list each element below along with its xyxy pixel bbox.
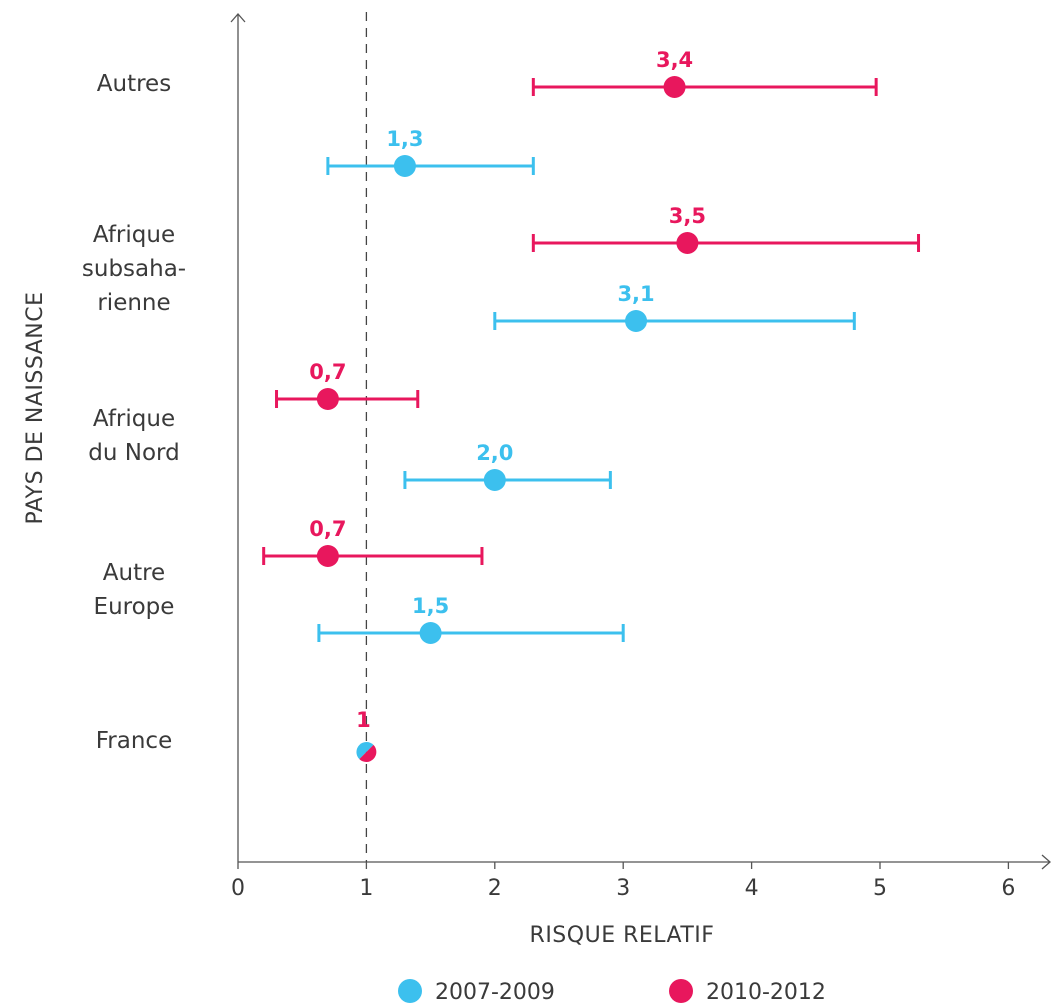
data-marks: 1,3 3,1 2,0 1,5 3,4 3,5 0,7 0,7 1	[262, 48, 921, 762]
data-label: 3,5	[669, 204, 706, 228]
data-point-group: 1,3	[326, 127, 535, 177]
data-label: 0,7	[309, 517, 346, 541]
x-tick-label: 3	[616, 876, 630, 901]
data-point-group: 2,0	[403, 441, 612, 491]
category-label: subsaha-	[82, 256, 186, 282]
data-point-group: 1,5	[317, 594, 625, 644]
category-label: Autres	[97, 71, 171, 97]
legend-marker	[669, 979, 693, 1003]
data-label: 3,1	[617, 282, 654, 306]
x-tick-label: 6	[1001, 876, 1015, 901]
data-label: 2,0	[476, 441, 513, 465]
data-point	[419, 622, 442, 644]
x-tick-label: 4	[745, 876, 759, 901]
category-label: France	[96, 728, 172, 754]
x-axis-title: RISQUE RELATIF	[530, 923, 715, 948]
data-point-group: 3,1	[493, 282, 856, 332]
reference-point-group: 1	[356, 708, 377, 762]
data-point-group: 0,7	[262, 517, 484, 567]
category-label: rienne	[97, 290, 170, 316]
reference-label: 1	[356, 708, 371, 732]
legend: 2007-2009 2010-2012	[398, 979, 826, 1004]
x-tick-label: 1	[359, 876, 373, 901]
data-point	[316, 545, 339, 567]
data-point	[625, 310, 648, 332]
x-axis-arrow	[1041, 854, 1051, 870]
data-label: 0,7	[309, 360, 346, 384]
data-point-group: 0,7	[275, 360, 420, 410]
data-label: 3,4	[656, 48, 693, 72]
data-point	[316, 388, 339, 410]
category-label: Afrique	[93, 222, 175, 248]
legend-marker	[398, 979, 422, 1003]
data-point	[676, 232, 699, 254]
data-label: 1,3	[386, 127, 423, 151]
category-labels: Autres Afrique subsaha-rienne Afrique du Nor…	[82, 71, 186, 754]
reference-point-half-2007	[356, 742, 374, 760]
y-axis-arrow	[230, 13, 246, 23]
data-point	[483, 469, 506, 491]
category-label: Afrique	[93, 406, 175, 432]
category-label: Europe	[94, 594, 175, 620]
reference-point-half-2010	[359, 744, 377, 762]
data-label: 1,5	[412, 594, 449, 618]
x-tick-label: 0	[231, 876, 245, 901]
legend-label: 2007-2009	[435, 980, 555, 1004]
category-label: du Nord	[88, 440, 179, 466]
axes: 0 1 2 3 4 5 6 RISQUE RELATIF PAYS DE NAISSANCE	[23, 12, 1051, 948]
data-point-group: 3,4	[531, 48, 878, 98]
category-label: Autre	[103, 560, 165, 586]
data-point-group: 3,5	[531, 204, 921, 254]
x-tick-label: 2	[488, 876, 502, 901]
data-point	[663, 76, 686, 98]
y-axis-title: PAYS DE NAISSANCE	[23, 291, 48, 524]
data-point	[393, 155, 416, 177]
x-tick-label: 5	[873, 876, 887, 901]
legend-label: 2010-2012	[706, 980, 826, 1004]
